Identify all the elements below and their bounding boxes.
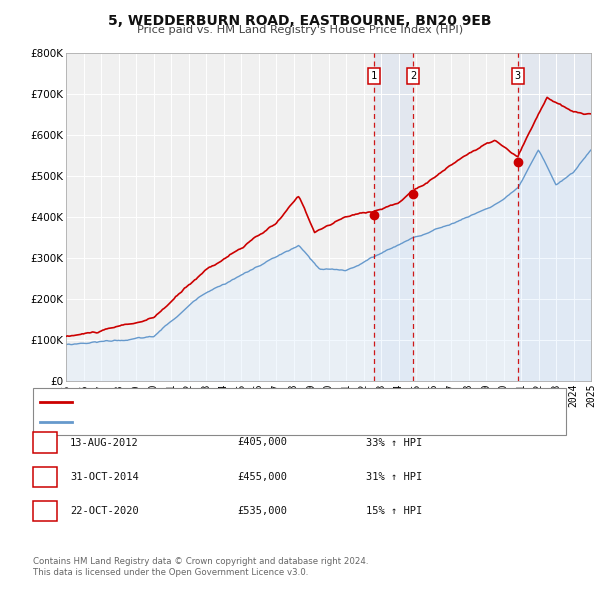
Text: 33% ↑ HPI: 33% ↑ HPI: [366, 438, 422, 447]
Text: This data is licensed under the Open Government Licence v3.0.: This data is licensed under the Open Gov…: [33, 568, 308, 577]
Text: £405,000: £405,000: [237, 438, 287, 447]
Text: HPI: Average price, detached house, Eastbourne: HPI: Average price, detached house, East…: [79, 417, 320, 427]
Text: 2: 2: [410, 71, 416, 81]
Text: Price paid vs. HM Land Registry's House Price Index (HPI): Price paid vs. HM Land Registry's House …: [137, 25, 463, 35]
Text: 15% ↑ HPI: 15% ↑ HPI: [366, 506, 422, 516]
Text: 5, WEDDERBURN ROAD, EASTBOURNE, BN20 9EB: 5, WEDDERBURN ROAD, EASTBOURNE, BN20 9EB: [108, 14, 492, 28]
Text: £455,000: £455,000: [237, 472, 287, 481]
Text: 3: 3: [515, 71, 521, 81]
Text: 1: 1: [371, 71, 377, 81]
Text: 1: 1: [42, 438, 48, 447]
Text: 2: 2: [42, 472, 48, 481]
Text: Contains HM Land Registry data © Crown copyright and database right 2024.: Contains HM Land Registry data © Crown c…: [33, 558, 368, 566]
Bar: [518, 53, 591, 381]
Text: 31-OCT-2014: 31-OCT-2014: [70, 472, 139, 481]
Text: 13-AUG-2012: 13-AUG-2012: [70, 438, 139, 447]
Bar: [374, 53, 413, 381]
Text: £535,000: £535,000: [237, 506, 287, 516]
Text: 22-OCT-2020: 22-OCT-2020: [70, 506, 139, 516]
Text: 31% ↑ HPI: 31% ↑ HPI: [366, 472, 422, 481]
Text: 3: 3: [42, 506, 48, 516]
Text: 5, WEDDERBURN ROAD, EASTBOURNE, BN20 9EB (detached house): 5, WEDDERBURN ROAD, EASTBOURNE, BN20 9EB…: [79, 398, 418, 407]
